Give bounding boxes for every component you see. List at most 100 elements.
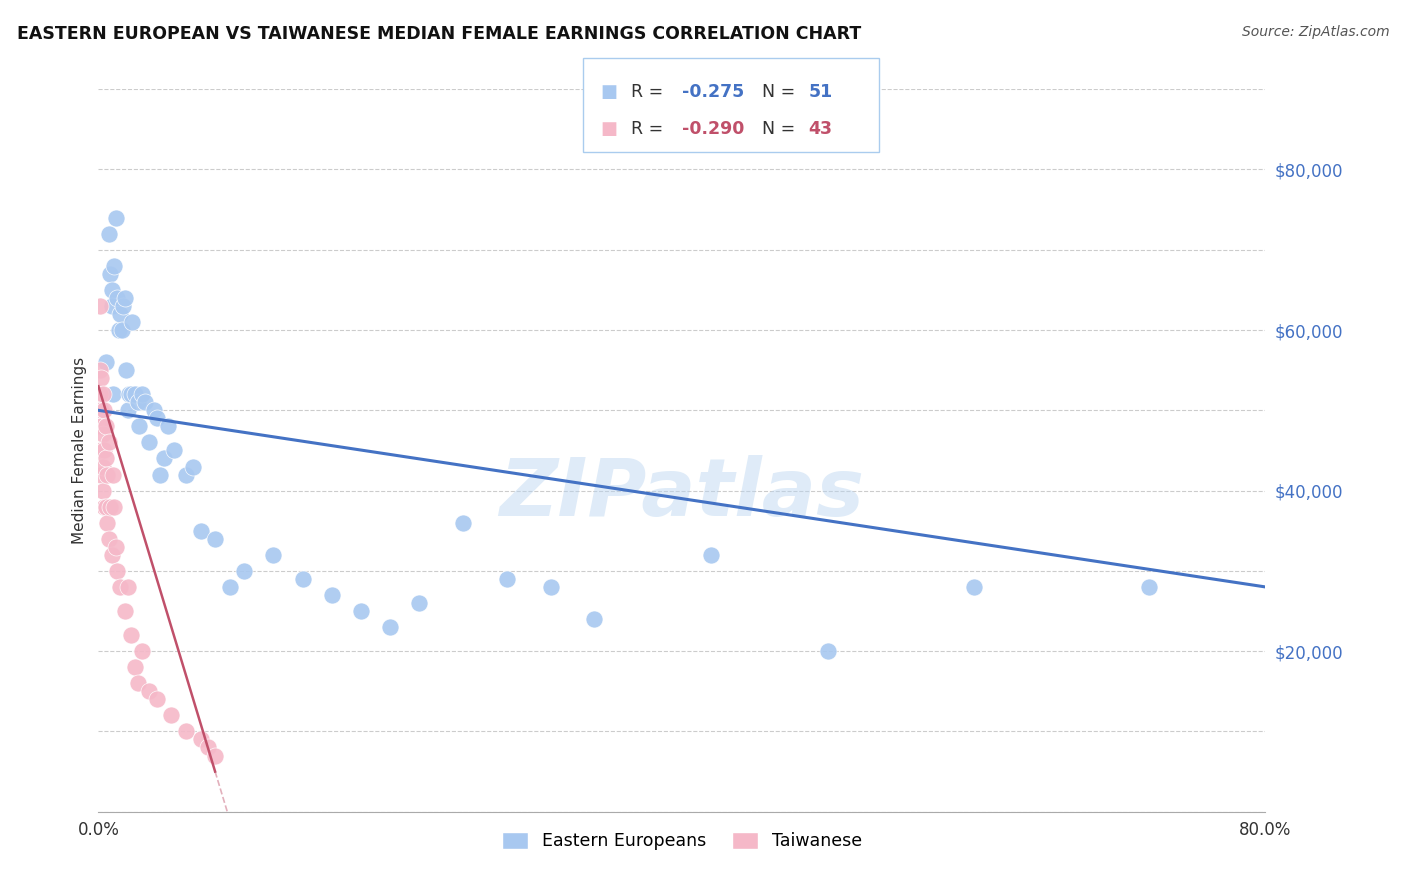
Point: [93, 500, 115, 514]
Point: [138, 684, 160, 698]
Point: [97, 227, 120, 241]
Point: [350, 604, 373, 618]
Point: [94, 500, 117, 514]
Point: [100, 299, 122, 313]
Point: [127, 395, 149, 409]
Point: [117, 403, 139, 417]
Point: [583, 612, 606, 626]
Point: [104, 540, 127, 554]
Point: [124, 660, 146, 674]
Point: [96, 516, 118, 530]
Point: [89, 299, 111, 313]
Point: [540, 580, 562, 594]
Text: EASTERN EUROPEAN VS TAIWANESE MEDIAN FEMALE EARNINGS CORRELATION CHART: EASTERN EUROPEAN VS TAIWANESE MEDIAN FEM…: [17, 25, 860, 43]
Point: [112, 299, 135, 313]
Point: [89, 387, 111, 401]
Point: [153, 451, 176, 466]
Point: [321, 588, 343, 602]
Point: [117, 580, 139, 594]
Point: [98, 500, 121, 514]
Point: [93, 443, 115, 458]
Point: [233, 564, 256, 578]
Text: N =: N =: [751, 83, 800, 101]
Point: [104, 211, 127, 225]
Text: N =: N =: [751, 120, 800, 138]
Point: [114, 291, 136, 305]
Text: ZIPatlas: ZIPatlas: [499, 455, 865, 533]
Point: [114, 604, 136, 618]
Point: [218, 580, 240, 594]
Point: [174, 467, 197, 482]
Point: [101, 467, 124, 482]
Point: [118, 387, 141, 401]
Point: [157, 419, 180, 434]
Point: [134, 395, 156, 409]
Point: [105, 564, 128, 578]
Point: [91, 427, 114, 442]
Point: [91, 483, 114, 498]
Text: 51: 51: [808, 83, 832, 101]
Point: [174, 724, 197, 739]
Point: [94, 355, 117, 369]
Point: [103, 259, 125, 273]
Point: [380, 620, 402, 634]
Point: [111, 323, 134, 337]
Point: [160, 708, 183, 723]
Point: [197, 740, 219, 755]
Point: [138, 435, 160, 450]
Point: [97, 532, 120, 546]
Point: [100, 283, 122, 297]
Point: [291, 572, 314, 586]
Point: [108, 323, 131, 337]
Text: Source: ZipAtlas.com: Source: ZipAtlas.com: [1241, 25, 1389, 39]
Point: [131, 387, 153, 401]
Point: [190, 732, 212, 747]
Y-axis label: Median Female Earnings: Median Female Earnings: [72, 357, 87, 544]
Point: [146, 692, 169, 706]
Point: [451, 516, 474, 530]
Point: [94, 419, 117, 434]
Point: [700, 548, 723, 562]
Point: [142, 403, 165, 417]
Point: [96, 467, 118, 482]
Point: [817, 644, 839, 658]
Point: [91, 387, 114, 401]
Point: [496, 572, 519, 586]
Point: [146, 411, 169, 425]
Point: [128, 419, 150, 434]
Point: [962, 580, 984, 594]
Point: [90, 443, 112, 458]
Point: [89, 419, 111, 434]
Point: [101, 387, 124, 401]
Point: [204, 748, 226, 763]
Text: -0.290: -0.290: [682, 120, 744, 138]
Point: [149, 467, 172, 482]
Point: [110, 580, 132, 594]
Point: [103, 500, 125, 514]
Point: [190, 524, 212, 538]
Point: [131, 644, 153, 658]
Text: -0.275: -0.275: [682, 83, 744, 101]
Text: ■: ■: [600, 120, 617, 138]
Point: [94, 451, 117, 466]
Point: [97, 435, 120, 450]
Point: [163, 443, 186, 458]
Text: R =: R =: [631, 120, 669, 138]
Point: [93, 403, 115, 417]
Point: [90, 419, 112, 434]
Point: [91, 459, 114, 474]
Point: [1137, 580, 1160, 594]
Legend: Eastern Europeans, Taiwanese: Eastern Europeans, Taiwanese: [495, 825, 869, 857]
Point: [121, 315, 143, 329]
Point: [120, 628, 142, 642]
Point: [204, 532, 226, 546]
Point: [100, 548, 122, 562]
Point: [127, 676, 149, 690]
Text: R =: R =: [631, 83, 669, 101]
Point: [120, 387, 142, 401]
Point: [408, 596, 430, 610]
Point: [89, 363, 111, 377]
Point: [90, 403, 112, 417]
Point: [90, 467, 112, 482]
Point: [124, 387, 146, 401]
